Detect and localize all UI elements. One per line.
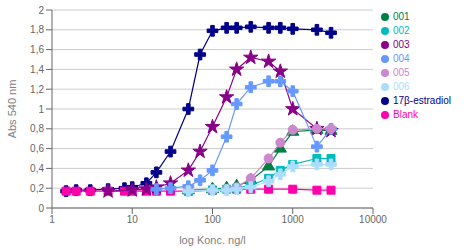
- html-text:001: 001: [393, 11, 410, 22]
- html-text:Blank: Blank: [393, 109, 418, 120]
- html-text:006: 006: [393, 81, 410, 92]
- svg-text:1: 1: [49, 214, 55, 225]
- svg-text:0,8: 0,8: [30, 123, 44, 134]
- svg-text:10000: 10000: [359, 214, 387, 225]
- svg-text:0,6: 0,6: [30, 143, 44, 154]
- svg-text:1: 1: [38, 104, 44, 115]
- svg-text:1000: 1000: [282, 214, 305, 225]
- svg-text:1,6: 1,6: [30, 44, 44, 55]
- svg-text:2: 2: [38, 5, 44, 16]
- html-text:005: 005: [393, 67, 410, 78]
- svg-text:100: 100: [204, 214, 221, 225]
- html-text:002: 002: [393, 25, 410, 36]
- svg-text:log Konc. ng/l: log Konc. ng/l: [179, 234, 246, 246]
- svg-text:Abs 540 nm: Abs 540 nm: [6, 80, 18, 139]
- svg-text:0,2: 0,2: [30, 183, 44, 194]
- svg-text:1,4: 1,4: [30, 64, 44, 75]
- svg-text:0,4: 0,4: [30, 163, 44, 174]
- html-text:004: 004: [393, 53, 410, 64]
- svg-text:1,2: 1,2: [30, 84, 44, 95]
- svg-text:0: 0: [38, 203, 44, 214]
- html-text:17β-estradiol: 17β-estradiol: [393, 95, 451, 106]
- html-text:003: 003: [393, 39, 410, 50]
- svg-text:10: 10: [127, 214, 139, 225]
- svg-text:1,8: 1,8: [30, 24, 44, 35]
